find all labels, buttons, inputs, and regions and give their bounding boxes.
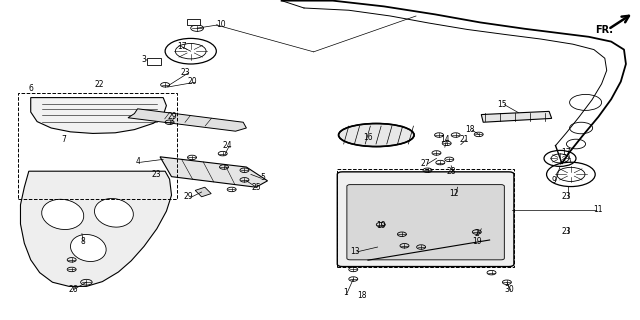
Text: 29: 29 xyxy=(184,192,194,201)
Text: 22: 22 xyxy=(95,80,104,89)
Text: 21: 21 xyxy=(460,135,468,144)
Text: 11: 11 xyxy=(594,205,603,214)
Text: 27: 27 xyxy=(420,159,431,168)
Polygon shape xyxy=(20,171,172,286)
Text: 23: 23 xyxy=(152,170,162,179)
Text: 25: 25 xyxy=(251,183,261,192)
Ellipse shape xyxy=(42,199,84,229)
Text: 17: 17 xyxy=(177,42,188,51)
FancyBboxPatch shape xyxy=(337,172,514,267)
Text: 13: 13 xyxy=(350,247,360,256)
Text: 23: 23 xyxy=(561,228,572,236)
Polygon shape xyxy=(195,187,211,197)
Text: 20: 20 xyxy=(187,77,197,86)
Text: 15: 15 xyxy=(497,100,508,108)
Text: 17: 17 xyxy=(561,148,572,156)
Ellipse shape xyxy=(70,235,106,261)
Text: 5: 5 xyxy=(260,173,265,182)
Text: 19: 19 xyxy=(472,237,482,246)
Polygon shape xyxy=(481,111,552,122)
Text: 19: 19 xyxy=(376,221,386,230)
Text: 7: 7 xyxy=(61,135,67,144)
Text: 1: 1 xyxy=(343,288,348,297)
Polygon shape xyxy=(31,98,166,133)
Text: 14: 14 xyxy=(440,135,450,144)
Bar xyxy=(337,169,514,267)
Polygon shape xyxy=(160,157,268,187)
Text: 10: 10 xyxy=(216,20,226,28)
Bar xyxy=(187,19,200,25)
Text: 4: 4 xyxy=(135,157,140,166)
Text: 30: 30 xyxy=(504,285,514,294)
FancyBboxPatch shape xyxy=(347,185,504,260)
Text: 23: 23 xyxy=(180,68,191,76)
Text: 16: 16 xyxy=(363,133,373,142)
Bar xyxy=(18,93,177,199)
Text: 29: 29 xyxy=(168,112,178,121)
Text: 18: 18 xyxy=(466,125,475,134)
Polygon shape xyxy=(128,109,246,131)
Text: 8: 8 xyxy=(81,237,86,246)
Text: 24: 24 xyxy=(222,141,232,150)
Text: 2: 2 xyxy=(474,229,479,238)
Ellipse shape xyxy=(339,124,414,147)
Text: 6: 6 xyxy=(28,84,33,92)
Ellipse shape xyxy=(95,198,133,227)
Text: 9: 9 xyxy=(551,176,556,185)
Text: 3: 3 xyxy=(141,55,147,64)
Bar xyxy=(147,58,161,65)
Text: FR.: FR. xyxy=(595,25,613,36)
Text: 23: 23 xyxy=(561,192,572,201)
Text: 26: 26 xyxy=(68,285,79,294)
Text: 18: 18 xyxy=(357,292,366,300)
Text: 28: 28 xyxy=(447,167,456,176)
Text: 12: 12 xyxy=(450,189,459,198)
